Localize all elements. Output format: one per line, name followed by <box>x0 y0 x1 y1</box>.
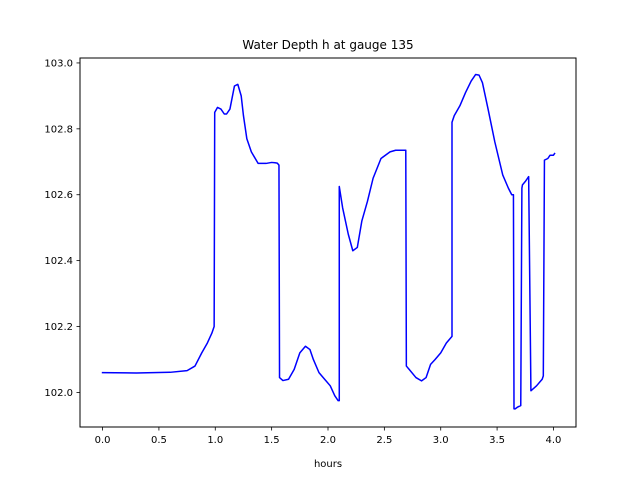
x-tick-label: 2.5 <box>376 435 392 446</box>
plot-frame <box>79 57 577 428</box>
y-tick-label: 102.4 <box>44 256 73 267</box>
y-axis: 102.0 102.2 102.4 102.6 102.8 103.0 <box>44 58 80 399</box>
x-tick-label: 0.5 <box>151 435 167 446</box>
x-axis: 0.0 0.5 1.0 1.5 2.0 2.5 3.0 3.5 4.0 <box>95 427 562 446</box>
x-tick-label: 3.5 <box>489 435 505 446</box>
x-tick-label: 3.0 <box>433 435 449 446</box>
y-tick-label: 103.0 <box>44 58 73 69</box>
series-line-1 <box>101 73 556 410</box>
x-axis-label: hours <box>314 459 342 470</box>
x-tick-label: 2.0 <box>320 435 336 446</box>
chart-title: Water Depth h at gauge 135 <box>242 38 413 52</box>
x-tick-label: 0.0 <box>95 435 111 446</box>
x-tick-label: 1.0 <box>207 435 223 446</box>
x-tick-label: 4.0 <box>546 435 562 446</box>
x-tick-label: 1.5 <box>264 435 280 446</box>
plot-area <box>101 73 556 410</box>
y-tick-label: 102.8 <box>44 124 73 135</box>
y-tick-label: 102.0 <box>44 388 73 399</box>
y-tick-label: 102.2 <box>44 322 73 333</box>
y-tick-label: 102.6 <box>44 190 73 201</box>
